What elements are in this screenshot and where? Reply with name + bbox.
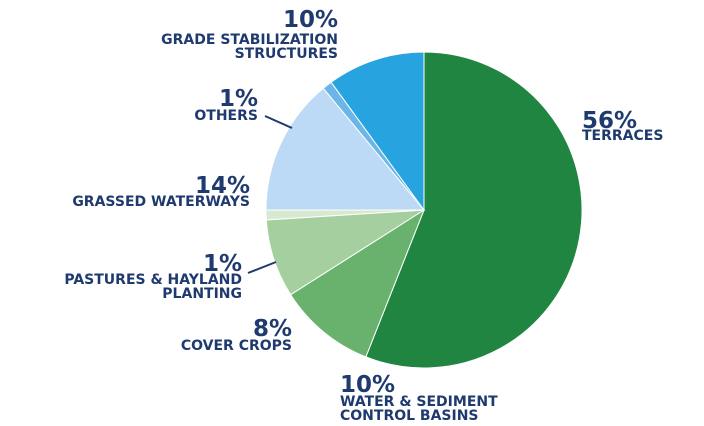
data-label-name-water-and-sediment-control-basins-line-2: CONTROL BASINS: [340, 408, 479, 424]
data-label-percent-cover-crops: 8%: [253, 316, 292, 342]
pie-slice-grassed-waterways: [265, 87, 426, 211]
data-label-name-water-and-sediment-control-basins-line-1: WATER & SEDIMENT: [340, 394, 498, 410]
data-label-name-terraces: TERRACES: [582, 128, 663, 144]
data-label-name-grassed-waterways: GRASSED WATERWAYS: [72, 194, 250, 210]
data-label-name-grade-stabilization-structures-line-2: STRUCTURES: [235, 46, 338, 62]
data-label-percent-grassed-waterways: 14%: [195, 173, 250, 199]
leader-line-pastures-and-hayland-planting: [247, 261, 277, 274]
data-label-name-pastures-and-hayland-planting-line-1: PASTURES & HAYLAND: [64, 272, 242, 288]
data-label-percent-pastures-and-hayland-planting: 1%: [203, 251, 242, 277]
data-label-name-others: OTHERS: [194, 108, 258, 124]
pie-slice-water-and-sediment-control-basins: [289, 208, 426, 358]
data-label-percent-water-and-sediment-control-basins: 10%: [340, 372, 395, 398]
data-label-name-pastures-and-hayland-planting-line-2: PLANTING: [162, 286, 242, 302]
pie-slice-terraces: [365, 51, 583, 369]
pie-slice-grade-stabilization-structures: [330, 51, 425, 212]
data-label-percent-grade-stabilization-structures: 10%: [283, 7, 338, 33]
leader-line-others: [264, 115, 293, 129]
data-label-percent-terraces: 56%: [582, 108, 637, 134]
data-label-name-cover-crops: COVER CROPS: [181, 338, 292, 354]
data-label-percent-others: 1%: [219, 86, 258, 112]
data-label-name-grade-stabilization-structures-line-1: GRADE STABILIZATION: [161, 32, 338, 48]
